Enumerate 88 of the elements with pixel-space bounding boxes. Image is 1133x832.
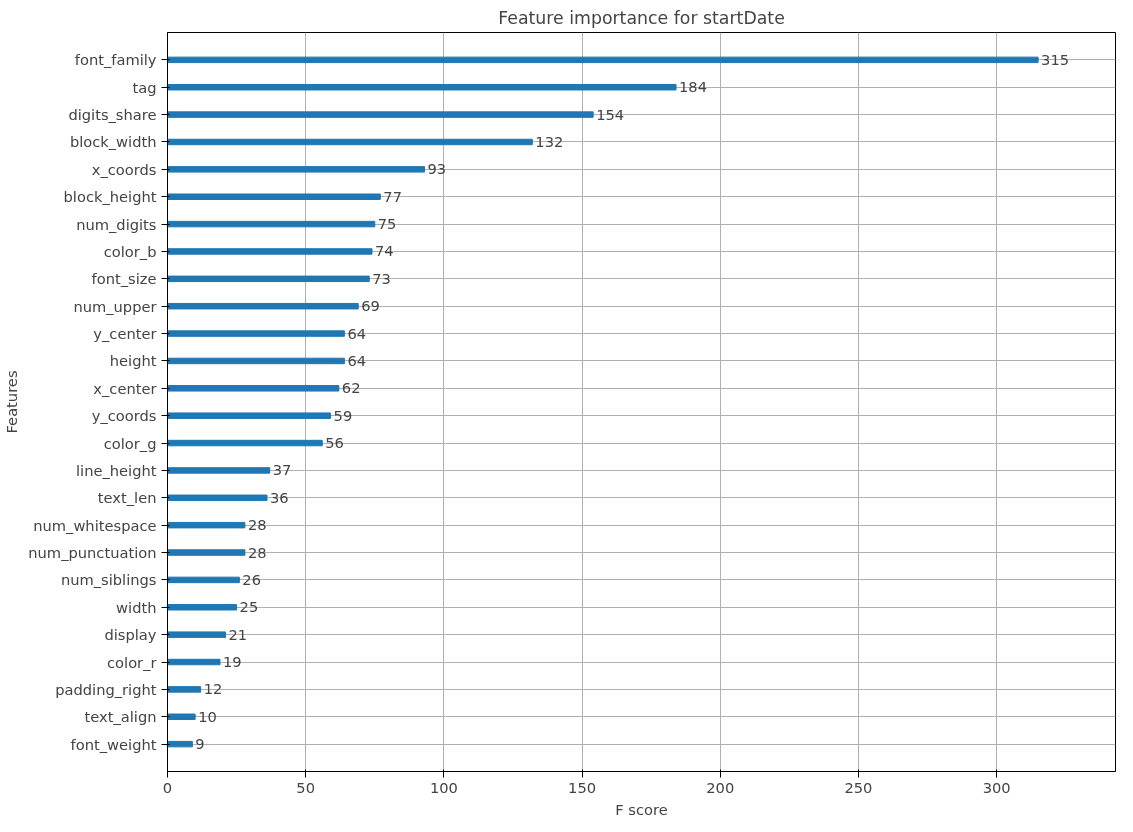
data-label: 12 bbox=[203, 680, 223, 698]
data-label: 69 bbox=[361, 297, 380, 315]
y-tick-label: font_weight bbox=[70, 735, 157, 753]
y-tick-label: num_siblings bbox=[60, 571, 157, 589]
data-label: 36 bbox=[270, 488, 289, 506]
bar bbox=[167, 385, 340, 392]
y-tick-label: block_width bbox=[69, 133, 157, 151]
bar bbox=[167, 549, 246, 556]
data-label: 19 bbox=[223, 653, 242, 671]
y-tick-label: x_coords bbox=[91, 160, 157, 178]
bar bbox=[167, 220, 376, 228]
data-label: 77 bbox=[383, 187, 402, 205]
bar bbox=[167, 713, 196, 720]
data-label: 154 bbox=[596, 105, 625, 123]
bar bbox=[167, 631, 227, 638]
y-tick-label: line_height bbox=[76, 461, 157, 479]
x-tick-label: 50 bbox=[296, 778, 316, 796]
y-tick-label: display bbox=[104, 626, 157, 644]
data-label: 75 bbox=[377, 215, 397, 233]
y-tick-label: text_len bbox=[97, 489, 157, 507]
y-tick-label: padding_right bbox=[55, 680, 157, 698]
y-tick-label: x_center bbox=[93, 379, 158, 397]
y-tick-label: num_digits bbox=[76, 215, 157, 233]
bar bbox=[167, 330, 345, 337]
data-label: 26 bbox=[242, 570, 262, 588]
y-tick-label: y_coords bbox=[91, 407, 157, 425]
y-tick-label: tag bbox=[132, 78, 157, 96]
bar bbox=[167, 56, 1039, 64]
data-label: 9 bbox=[195, 735, 205, 753]
bar bbox=[167, 138, 533, 146]
bar bbox=[167, 521, 246, 529]
y-tick-label: num_punctuation bbox=[28, 544, 157, 562]
y-tick-label: color_g bbox=[103, 434, 157, 452]
bar bbox=[167, 111, 594, 118]
data-label: 59 bbox=[333, 406, 353, 424]
bar bbox=[167, 84, 677, 91]
y-tick-label: y_center bbox=[93, 325, 158, 343]
bar bbox=[167, 302, 359, 310]
data-label: 184 bbox=[679, 78, 708, 96]
bar bbox=[167, 467, 271, 474]
data-label: 56 bbox=[325, 434, 344, 452]
y-tick-label: height bbox=[109, 352, 157, 370]
y-tick-label: text_align bbox=[84, 708, 157, 726]
bar bbox=[167, 740, 193, 748]
data-label: 62 bbox=[341, 379, 361, 397]
x-tick-label: 0 bbox=[162, 778, 173, 796]
bar bbox=[167, 576, 240, 584]
data-label: 74 bbox=[375, 242, 394, 260]
y-tick-label: font_family bbox=[74, 51, 157, 69]
x-axis-title: F score bbox=[615, 800, 668, 818]
data-label: 315 bbox=[1041, 50, 1070, 68]
bar bbox=[167, 248, 373, 255]
data-label: 132 bbox=[535, 132, 564, 150]
data-label: 28 bbox=[247, 543, 267, 561]
y-tick-label: num_whitespace bbox=[33, 516, 157, 534]
y-tick-label: color_r bbox=[107, 653, 158, 671]
data-label: 21 bbox=[228, 625, 248, 643]
data-label: 64 bbox=[347, 324, 367, 342]
bar bbox=[167, 604, 238, 611]
bar bbox=[167, 686, 202, 693]
bar bbox=[167, 193, 381, 200]
bar bbox=[167, 357, 345, 365]
bar bbox=[167, 166, 426, 173]
x-tick-label: 200 bbox=[706, 778, 735, 796]
y-tick-label: width bbox=[116, 598, 157, 616]
x-tick-label: 150 bbox=[568, 778, 597, 796]
x-tick-label: 250 bbox=[844, 778, 873, 796]
y-tick-label: digits_share bbox=[68, 106, 157, 124]
y-tick-label: num_upper bbox=[73, 297, 158, 315]
y-axis-title: Features bbox=[3, 370, 21, 434]
y-tick-label: font_size bbox=[91, 270, 157, 288]
y-tick-label: color_b bbox=[103, 242, 157, 260]
y-tick-label: block_height bbox=[63, 188, 157, 206]
data-label: 73 bbox=[372, 269, 391, 287]
bar bbox=[167, 439, 323, 447]
bar bbox=[167, 275, 370, 283]
data-label: 28 bbox=[247, 516, 267, 534]
bar bbox=[167, 494, 268, 502]
data-label: 93 bbox=[427, 160, 447, 178]
data-label: 37 bbox=[272, 461, 292, 479]
bar bbox=[167, 412, 332, 419]
chart-title: Feature importance for startDate bbox=[498, 7, 785, 28]
bar bbox=[167, 658, 221, 666]
x-tick-label: 300 bbox=[982, 778, 1011, 796]
x-tick-label: 100 bbox=[429, 778, 458, 796]
data-label: 25 bbox=[239, 598, 259, 616]
data-label: 64 bbox=[347, 351, 367, 369]
data-label: 10 bbox=[198, 707, 217, 725]
